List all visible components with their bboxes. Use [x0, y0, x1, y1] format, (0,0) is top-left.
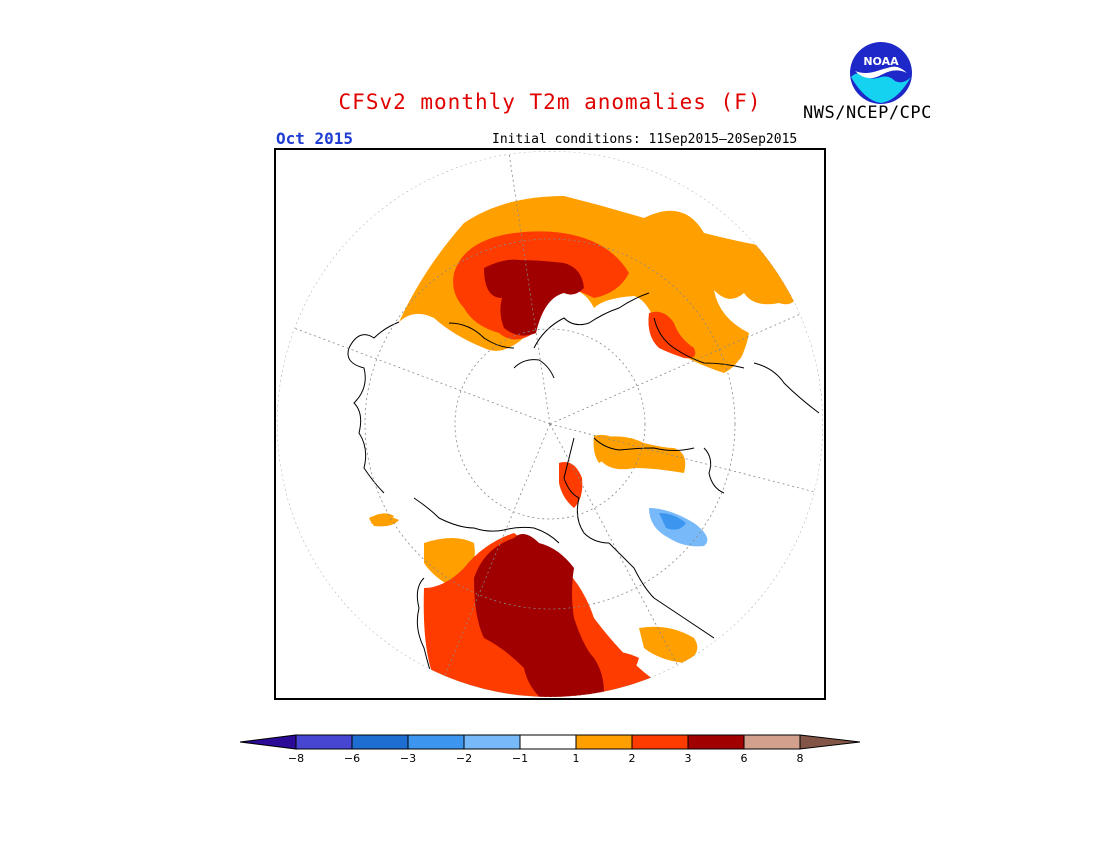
legend-tick: −8	[287, 752, 305, 765]
anomaly-region-east-asia-3to6	[648, 311, 696, 359]
anomaly-region-asia-6plus	[484, 259, 584, 336]
color-bar-cell	[463, 734, 521, 750]
anomaly-region-us-east	[599, 651, 639, 683]
legend-tick: −3	[399, 752, 417, 765]
color-bar-cell	[687, 734, 745, 750]
legend-tick: 8	[796, 752, 804, 765]
anomaly-region-greenland-colder	[659, 513, 686, 530]
anomaly-region-east-asia-2to3b	[699, 334, 745, 366]
anomaly-region-greenland-small	[564, 467, 576, 490]
graticule	[277, 151, 823, 697]
color-bar-cell	[295, 734, 353, 750]
color-bar-cell	[407, 734, 465, 750]
month-label: Oct 2015	[276, 129, 354, 148]
legend-tick: −1	[511, 752, 529, 765]
noaa-logo-text: NOAA	[863, 55, 899, 68]
anomaly-region-canada-east	[639, 626, 698, 663]
anomaly-region-north-america-6plus	[474, 534, 604, 697]
legend-tick: 3	[684, 752, 692, 765]
legend-tick: −2	[455, 752, 473, 765]
color-bar	[240, 734, 860, 750]
map-frame	[274, 148, 826, 700]
chart-title: CFSv2 monthly T2m anomalies (F)	[338, 90, 762, 114]
legend-tick: 2	[628, 752, 636, 765]
color-bar-low-arrow	[240, 734, 297, 750]
legend-tick: 6	[740, 752, 748, 765]
color-bar-cell	[631, 734, 689, 750]
color-bar-cell	[743, 734, 801, 750]
coastlines	[347, 292, 820, 684]
anomaly-region-atlantic-2to3	[599, 436, 686, 473]
color-bar-cell	[519, 734, 577, 750]
agency-label: NWS/NCEP/CPC	[803, 103, 932, 123]
color-bar-cell	[351, 734, 409, 750]
initial-conditions-label: Initial conditions: 11Sep2015—20Sep2015	[492, 132, 798, 147]
anomaly-region-norway	[369, 513, 394, 525]
color-bar-high-arrow	[799, 734, 860, 750]
color-bar-cell	[575, 734, 633, 750]
legend-tick: 1	[572, 752, 580, 765]
noaa-logo: NOAA	[850, 42, 912, 104]
legend-tick: −6	[343, 752, 361, 765]
